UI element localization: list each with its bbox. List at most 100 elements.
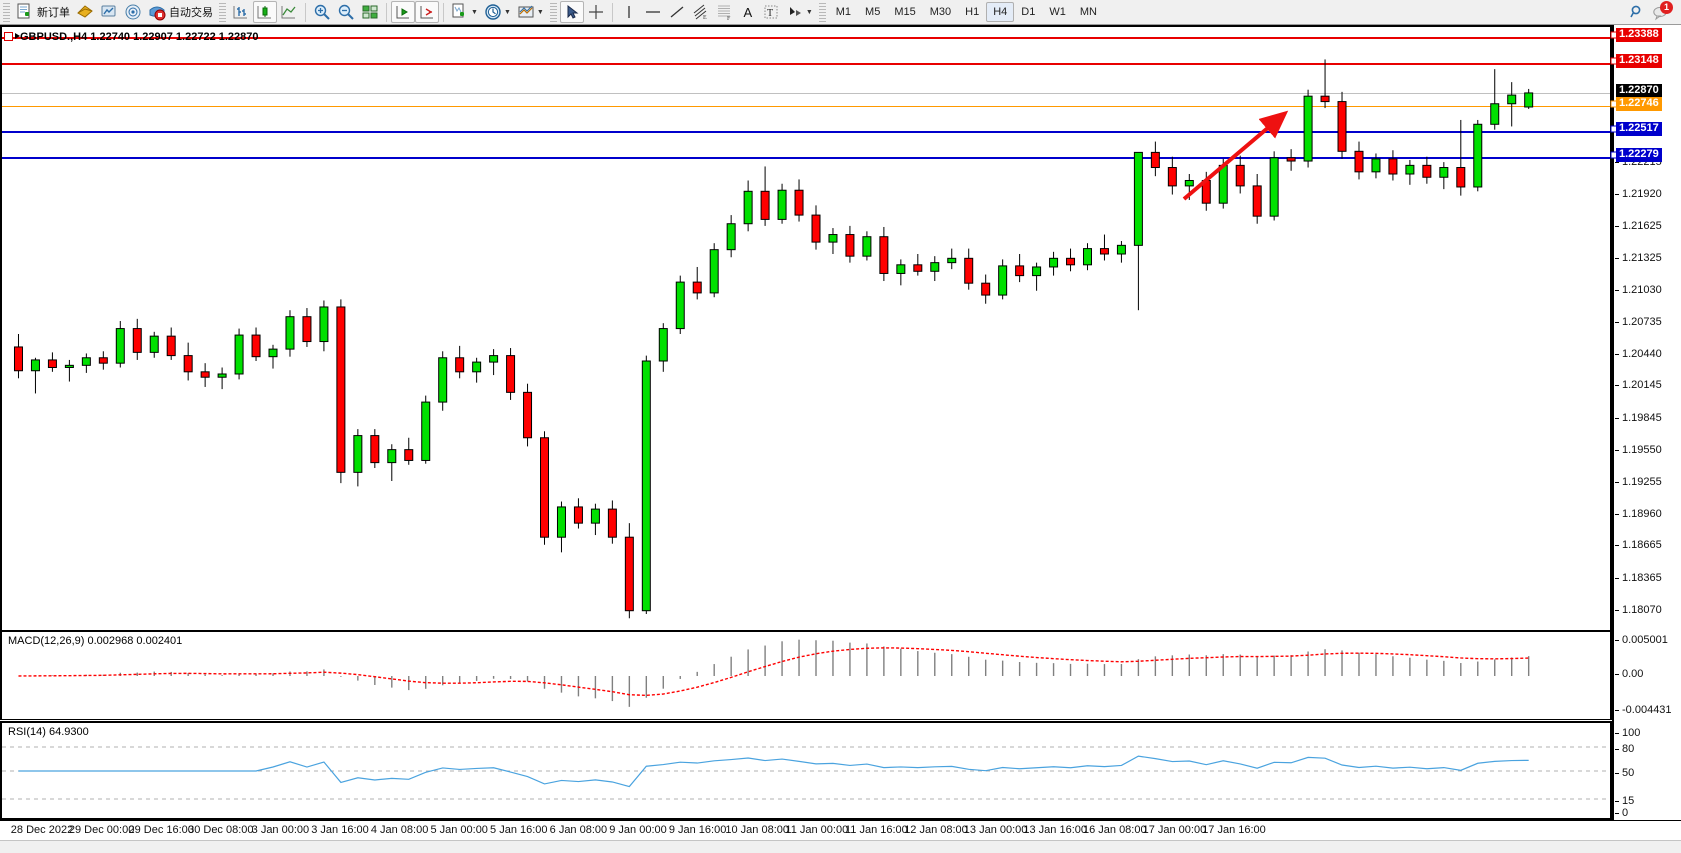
fibonacci-button[interactable]: F bbox=[713, 1, 737, 23]
macd-tick-1: 0.00 bbox=[1614, 668, 1644, 680]
chart-tile-button[interactable] bbox=[358, 1, 382, 23]
rsi-tick-4: 0 bbox=[1614, 807, 1629, 819]
time-tick-7: 5 Jan 00:00 bbox=[430, 824, 488, 836]
crosshair-button[interactable] bbox=[584, 1, 608, 23]
rsi-series bbox=[2, 746, 1610, 800]
price-level-line-4[interactable] bbox=[2, 131, 1610, 134]
time-tick-0: 28 Dec 2022 bbox=[10, 824, 74, 836]
data-window-button[interactable] bbox=[121, 1, 145, 23]
trendline-button[interactable] bbox=[665, 1, 689, 23]
equidistant-channel-button[interactable]: E bbox=[689, 1, 713, 23]
timeframe-button-h4[interactable]: H4 bbox=[986, 2, 1015, 22]
search-button[interactable] bbox=[1625, 1, 1649, 23]
clock-icon bbox=[484, 3, 502, 21]
periods-button[interactable]: ▼ bbox=[481, 1, 514, 23]
navigator-button[interactable] bbox=[97, 1, 121, 23]
autotrading-button[interactable]: 自动交易 bbox=[145, 1, 216, 23]
time-tick-9: 6 Jan 08:00 bbox=[549, 824, 608, 836]
text-button[interactable]: A bbox=[737, 1, 759, 23]
svg-text:F: F bbox=[727, 16, 731, 21]
chart-title: GBPUSD.,H4 1.22740 1.22907 1.22722 1.228… bbox=[20, 31, 259, 43]
zoom-in-button[interactable] bbox=[310, 1, 334, 23]
time-tick-19: 17 Jan 00:00 bbox=[1142, 824, 1207, 836]
rsi-pane[interactable]: RSI(14) 64.9300 bbox=[0, 721, 1612, 820]
vertical-line-button[interactable] bbox=[617, 1, 641, 23]
resistance-tag[interactable]: 1.23148 bbox=[1616, 53, 1662, 68]
toolbar-grip-3[interactable] bbox=[549, 2, 557, 22]
time-tick-20: 17 Jan 16:00 bbox=[1202, 824, 1266, 836]
last-price-tag[interactable]: 1.22870 bbox=[1616, 83, 1662, 98]
time-tick-3: 30 Dec 08:00 bbox=[188, 824, 254, 836]
indicators-caret-icon[interactable]: ▼ bbox=[471, 8, 478, 16]
toolbar-separator-3 bbox=[443, 2, 444, 22]
price-level-line-5[interactable] bbox=[2, 156, 1610, 159]
periods-caret-icon[interactable]: ▼ bbox=[503, 8, 511, 16]
templates-button[interactable]: ▼ bbox=[514, 1, 547, 23]
autotrading-label: 自动交易 bbox=[169, 7, 213, 19]
navigator-icon bbox=[100, 3, 118, 21]
price-level-line-1[interactable] bbox=[2, 62, 1610, 65]
price-tick-0: 1.21920 bbox=[1615, 187, 1662, 200]
indicators-button[interactable]: ▼ bbox=[448, 1, 481, 23]
support-tag-2[interactable]: 1.22279 bbox=[1616, 147, 1662, 162]
macd-pane[interactable]: MACD(12,26,9) 0.002968 0.002401 bbox=[0, 630, 1612, 720]
zoom-out-button[interactable] bbox=[334, 1, 358, 23]
arrows-button[interactable]: ▼ bbox=[783, 1, 816, 23]
autotrading-icon bbox=[148, 3, 166, 21]
rsi-label: RSI(14) 64.9300 bbox=[8, 726, 89, 738]
time-scale[interactable]: 28 Dec 2022 29 Dec 00:00 29 Dec 16:00 30 De… bbox=[0, 820, 1681, 840]
timeframe-button-m1[interactable]: M1 bbox=[835, 6, 852, 18]
price-tick-10: 1.18960 bbox=[1615, 507, 1662, 520]
price-tick-13: 1.18070 bbox=[1615, 603, 1662, 616]
bar-chart-button[interactable] bbox=[229, 1, 253, 23]
chart-shift-button[interactable] bbox=[415, 1, 439, 23]
metaeditor-button[interactable] bbox=[73, 1, 97, 23]
time-tick-5: 3 Jan 16:00 bbox=[311, 824, 369, 836]
auto-scroll-button[interactable] bbox=[391, 1, 415, 23]
toolbar-grip-4[interactable] bbox=[818, 2, 826, 22]
text-label-button[interactable]: T bbox=[759, 1, 783, 23]
svg-text:T: T bbox=[767, 8, 773, 19]
price-tick-7: 1.19845 bbox=[1615, 411, 1662, 424]
toolbar-grip-2[interactable] bbox=[219, 2, 226, 22]
price-level-line-0[interactable] bbox=[2, 36, 1610, 39]
time-tick-6: 4 Jan 08:00 bbox=[370, 824, 429, 836]
entry-level-tag[interactable]: 1.22746 bbox=[1616, 97, 1662, 112]
time-tick-16: 13 Jan 00:00 bbox=[963, 824, 1028, 836]
templates-icon bbox=[517, 3, 535, 21]
chart-tile-icon bbox=[361, 3, 379, 21]
price-pane[interactable]: GBPUSD.,H4 1.22740 1.22907 1.22722 1.228… bbox=[0, 25, 1612, 630]
timeframe-button-m5[interactable]: M5 bbox=[865, 6, 881, 18]
price-scale[interactable]: 1.21920 1.21625 1.21325 1.21030 1.20735 1.204… bbox=[1610, 25, 1681, 820]
chart-direction-icon bbox=[15, 33, 20, 39]
support-tag-1[interactable]: 1.22517 bbox=[1616, 122, 1662, 137]
timeframe-button-m30[interactable]: M30 bbox=[929, 6, 952, 18]
line-chart-icon bbox=[280, 3, 298, 21]
new-order-button[interactable]: 新订单 bbox=[13, 1, 73, 23]
timeframe-button-m15[interactable]: M15 bbox=[894, 6, 916, 18]
price-level-line-3[interactable] bbox=[2, 106, 1610, 108]
line-chart-button[interactable] bbox=[277, 1, 301, 23]
templates-caret-icon[interactable]: ▼ bbox=[536, 8, 544, 16]
toolbar-grip[interactable] bbox=[3, 2, 10, 22]
timeframe-button-h1[interactable]: H1 bbox=[965, 6, 980, 18]
cursor-button[interactable] bbox=[559, 1, 584, 23]
chat-button[interactable]: 1 bbox=[1649, 1, 1673, 23]
timeframe-button-mn[interactable]: MN bbox=[1079, 6, 1097, 18]
arrows-caret-icon[interactable]: ▼ bbox=[805, 8, 813, 16]
macd-tick-0: 0.005001 bbox=[1615, 634, 1668, 646]
vertical-line-icon bbox=[620, 3, 638, 21]
take-profit-tag[interactable]: 1.23388 bbox=[1616, 27, 1662, 42]
price-level-line-2[interactable] bbox=[2, 92, 1610, 94]
svg-text:E: E bbox=[703, 15, 707, 21]
chat-badge: 1 bbox=[1660, 1, 1673, 14]
horizontal-line-button[interactable] bbox=[641, 1, 665, 23]
time-tick-2: 29 Dec 16:00 bbox=[128, 824, 194, 836]
candlestick-chart-button[interactable] bbox=[253, 1, 277, 23]
timeframe-button-w1[interactable]: W1 bbox=[1049, 6, 1066, 18]
time-tick-15: 12 Jan 08:00 bbox=[904, 824, 968, 836]
timeframe-button-d1[interactable]: D1 bbox=[1021, 6, 1036, 18]
rsi-tick-0: 100 bbox=[1614, 727, 1641, 739]
timeframe-group: M1 M5 M15 M30 H1 H4 D1 W1 MN bbox=[829, 2, 1104, 22]
text-label-icon: T bbox=[762, 3, 780, 21]
